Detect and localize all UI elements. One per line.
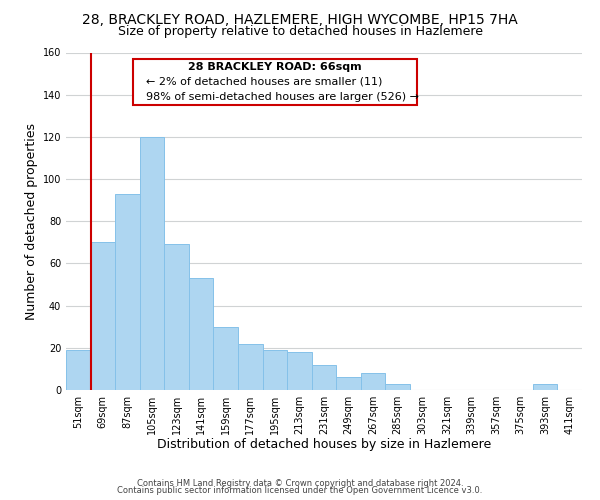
Text: 98% of semi-detached houses are larger (526) →: 98% of semi-detached houses are larger (… (146, 92, 419, 102)
Bar (91, 242, 115, 390)
Bar (287, 352, 312, 390)
Text: 28 BRACKLEY ROAD: 66sqm: 28 BRACKLEY ROAD: 66sqm (188, 62, 362, 72)
Bar (263, 350, 287, 390)
X-axis label: Distribution of detached houses by size in Hazlemere: Distribution of detached houses by size … (157, 438, 491, 452)
Bar (164, 244, 189, 390)
Bar (238, 344, 263, 390)
Text: ← 2% of detached houses are smaller (11): ← 2% of detached houses are smaller (11) (146, 76, 382, 86)
Bar (214, 326, 238, 390)
Bar (385, 384, 410, 390)
Bar (66, 350, 91, 390)
Bar (115, 194, 140, 390)
Text: Contains public sector information licensed under the Open Government Licence v3: Contains public sector information licen… (118, 486, 482, 495)
Text: Size of property relative to detached houses in Hazlemere: Size of property relative to detached ho… (118, 25, 482, 38)
Bar (336, 378, 361, 390)
Bar (140, 137, 164, 390)
Text: Contains HM Land Registry data © Crown copyright and database right 2024.: Contains HM Land Registry data © Crown c… (137, 478, 463, 488)
Bar (312, 364, 336, 390)
Y-axis label: Number of detached properties: Number of detached properties (25, 122, 38, 320)
Bar (533, 384, 557, 390)
Text: 28, BRACKLEY ROAD, HAZLEMERE, HIGH WYCOMBE, HP15 7HA: 28, BRACKLEY ROAD, HAZLEMERE, HIGH WYCOM… (82, 12, 518, 26)
FancyBboxPatch shape (133, 59, 417, 105)
Bar (361, 373, 385, 390)
Bar (189, 278, 214, 390)
